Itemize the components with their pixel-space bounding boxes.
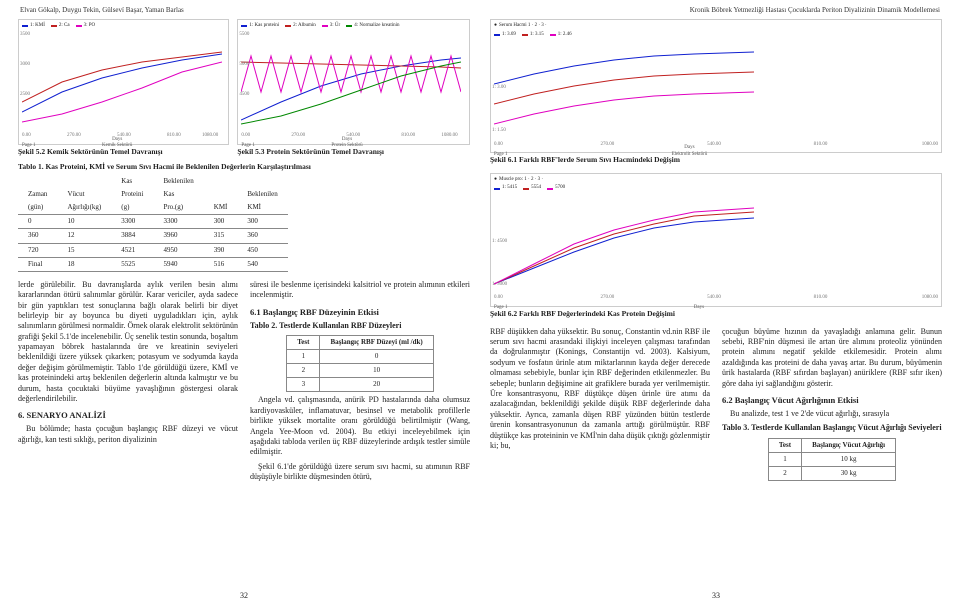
swatch-icon [241,25,247,27]
chart-52-wrap: 1: KMİ 2: Ca 3: PO 3500 3000 2500 0 [18,19,229,156]
chart-62-svg [494,194,938,294]
body-para: RBF düşükken daha yüksektir. Bu sonuç, C… [490,327,710,452]
swatch-icon [285,25,291,27]
chart-61-svg [494,40,938,140]
swatch-icon [494,34,500,36]
col-2: süresi ile beslenme içerisindeki kalsitr… [250,280,470,487]
body-para: Bu bölümde; hasta çocuğun başlangıç RBF … [18,424,238,445]
swatch-icon [522,34,528,36]
chart-62-frame: ● Muscle pro: 1 · 2 · 3 · 1: 5415 5554 5… [490,173,942,307]
table1: Kas Beklenilen Zaman Vücut Proteini Kas … [18,175,288,272]
table3-title: Tablo 3. Testlerde Kullanılan Başlangıç … [722,423,942,433]
legend-item: 4: Normalize kreatinin [346,23,399,30]
swatch-icon [523,188,529,190]
right-charts: ● Serum Hacmi 1 · 2 · 3 · 1: 3.69 1: 3.1… [490,19,942,319]
col-3: RBF düşükken daha yüksektir. Bu sonuç, C… [490,327,710,484]
table2-title: Tablo 2. Testlerde Kullanılan RBF Düzeyl… [250,321,470,331]
legend-item: 1: 3.69 [494,32,516,39]
legend-item: 3: Ür [322,23,340,30]
chart-61-legend-vals: 1: 3.69 1: 3.15 1: 2.46 [494,32,938,39]
page-right: Kronik Böbrek Yetmezliği Hastası Çocukla… [490,6,942,486]
page-number-right: 33 [712,591,720,601]
chart-62-caption: Şekil 6.2 Farklı RBF Değerlerindeki Kas … [490,309,942,319]
legend-item: 3: PO [76,23,96,30]
legend-title: ● Serum Hacmi 1 · 2 · 3 · [494,23,547,30]
legend-item: 1: Kas proteini [241,23,279,30]
chart-62-body: 1: 4500 1: 3000 0.00 270.00 540.00 810.0… [494,194,938,294]
table1-title: Tablo 1. Kas Proteini, KMİ ve Serum Sıvı… [18,162,470,172]
legend-item: 2: Albumin [285,23,316,30]
table-header-row: Zaman Vücut Proteini Kas Beklenilen [18,188,288,201]
table-row: Final1855255940516540 [18,257,288,271]
table-row: 7201545214950390450 [18,243,288,257]
table-row: 3601238843960315360 [18,229,288,243]
running-head-left: Elvan Gökalp, Duygu Tekin, Gülseví Başar… [18,6,470,15]
legend-item: 5554 [523,185,541,192]
chart-53-frame: 1: Kas proteini 2: Albumin 3: Ür 4: Norm… [237,19,470,145]
body-columns-left: lerde görülebilir. Bu davranışlarda aylı… [18,280,470,487]
table3: TestBaşlangıç Vücut Ağırlığı 110 kg 230 … [768,438,896,481]
page-number-left: 32 [240,591,248,601]
chart-62-legend: ● Muscle pro: 1 · 2 · 3 · [494,177,938,184]
chart-61-caption: Şekil 6.1 Farklı RBF'lerde Serum Sıvı Ha… [490,155,942,165]
swatch-icon [346,25,352,27]
swatch-icon [22,25,28,27]
body-columns-right: RBF düşükken daha yüksektir. Bu sonuç, C… [490,327,942,484]
authors: Elvan Gökalp, Duygu Tekin, Gülseví Başar… [20,6,184,15]
body-para: Şekil 6.1'de görüldüğü üzere serum sıvı … [250,462,470,483]
body-para: Bu analizde, test 1 ve 2'de vücut ağırlı… [722,409,942,419]
legend-item: 1: 3.15 [522,32,544,39]
chart-53-body: 5500 5000 4500 0.00 270.00 540.00 810.00… [241,32,461,132]
legend-item: 2: Ca [51,23,70,30]
swatch-icon [550,34,556,36]
chart-62-legend-vals: 1: 5415 5554 5700 [494,185,938,192]
swatch-icon [547,188,553,190]
col-1: lerde görülebilir. Bu davranışlarda aylı… [18,280,238,487]
legend-item: 1: KMİ [22,23,45,30]
body-para: çocuğun büyüme hızının da yavaşladığı an… [722,327,942,389]
chart-61-body: 1: 3.00 1: 1.50 0.00 270.00 540.00 810.0… [494,40,938,140]
table-header-row: Kas Beklenilen [18,175,288,188]
chart-52-body: 3500 3000 2500 0.00 270.00 540.00 810.00… [22,32,222,132]
section-heading: 6. SENARYO ANALİZİ [18,410,238,421]
legend-item: 5700 [547,185,565,192]
legend-title: ● Muscle pro: 1 · 2 · 3 · [494,177,543,184]
chart-52-svg [22,32,222,132]
chart-61-legend: ● Serum Hacmi 1 · 2 · 3 · [494,23,938,30]
table-row: 01033003300300300 [18,215,288,229]
swatch-icon [51,25,57,27]
chart-53-svg [241,32,461,132]
chart-52-legend: 1: KMİ 2: Ca 3: PO [22,23,225,30]
body-para: Angela vd. çalışmasında, anürik PD hasta… [250,395,470,457]
section-heading: 6.1 Başlangıç RBF Düzeyinin Etkisi [250,307,470,318]
legend-item: 1: 2.46 [550,32,572,39]
running-head-right: Kronik Böbrek Yetmezliği Hastası Çocukla… [490,6,942,15]
table-header-row: (gün) Ağırlığı(kg) (g) Pro.(g) KMİ KMİ [18,201,288,215]
swatch-icon [494,188,500,190]
swatch-icon [322,25,328,27]
chart-53-wrap: 1: Kas proteini 2: Albumin 3: Ür 4: Norm… [237,19,470,156]
chart-61-frame: ● Serum Hacmi 1 · 2 · 3 · 1: 3.69 1: 3.1… [490,19,942,153]
chart-53-legend: 1: Kas proteini 2: Albumin 3: Ür 4: Norm… [241,23,466,30]
page-spread: Elvan Gökalp, Duygu Tekin, Gülseví Başar… [0,0,960,492]
top-charts: 1: KMİ 2: Ca 3: PO 3500 3000 2500 0 [18,19,470,156]
legend-item: 1: 5415 [494,185,517,192]
swatch-icon [76,25,82,27]
paper-title: Kronik Böbrek Yetmezliği Hastası Çocukla… [690,6,940,15]
page-left: Elvan Gökalp, Duygu Tekin, Gülseví Başar… [18,6,470,486]
body-para: süresi ile beslenme içerisindeki kalsitr… [250,280,470,301]
col-4: çocuğun büyüme hızının da yavaşladığı an… [722,327,942,484]
body-para: lerde görülebilir. Bu davranışlarda aylı… [18,280,238,405]
chart-52-frame: 1: KMİ 2: Ca 3: PO 3500 3000 2500 0 [18,19,229,145]
table2: TestBaşlangıç RBF Düzeyi (ml /dk) 10 210… [286,335,434,392]
section-heading: 6.2 Başlangıç Vücut Ağırlığının Etkisi [722,395,942,406]
